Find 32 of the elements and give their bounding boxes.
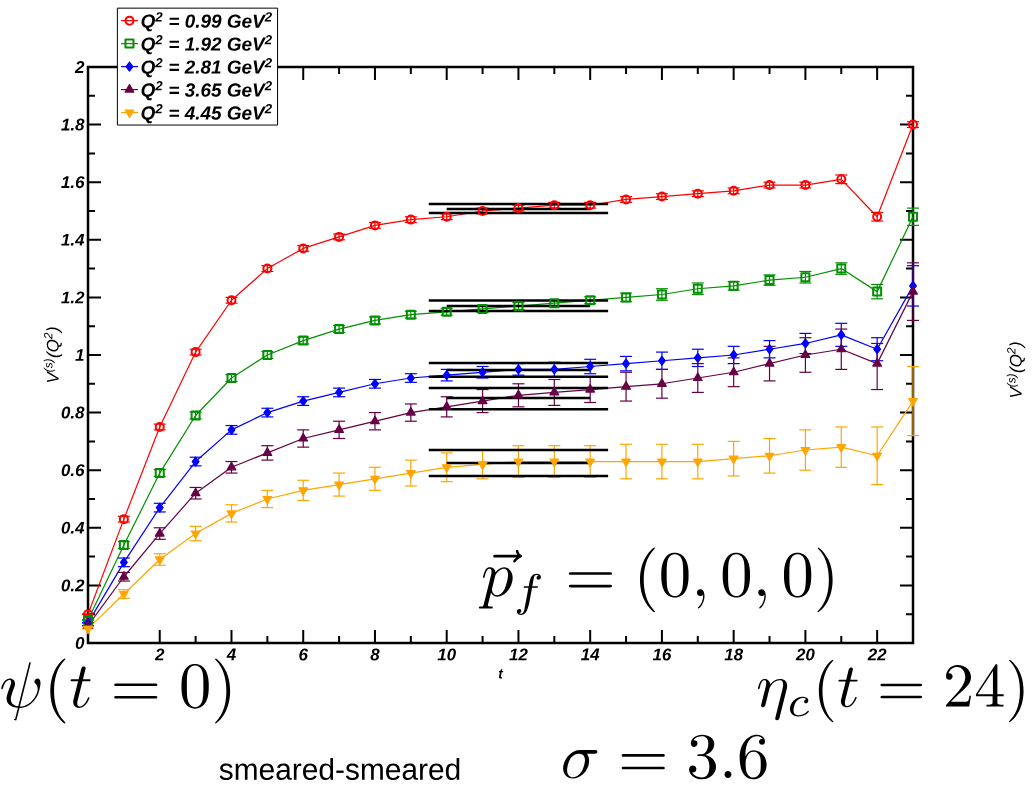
x-tick-label: 6 bbox=[299, 648, 309, 661]
text: $\sigma = 3.6$ bbox=[563, 734, 767, 780]
x-tick-label: 10 bbox=[437, 648, 456, 661]
legend-label: Q$^{2}$ = 2.81 GeV$^{2}$ bbox=[141, 58, 272, 78]
x-axis-title: t bbox=[498, 669, 504, 679]
legend-label: Q$^{2}$ = 3.65 GeV$^{2}$ bbox=[141, 81, 272, 101]
y-tick-label: 1 bbox=[75, 349, 84, 361]
y-tick-label: 0.4 bbox=[61, 521, 85, 534]
x-tick-label: 12 bbox=[509, 648, 528, 661]
y-tick-label: 1.4 bbox=[61, 233, 85, 246]
y-tick-label: 1.2 bbox=[61, 291, 85, 304]
text: $\eta_c(t=24)$ bbox=[757, 659, 1024, 723]
x-tick-label: 18 bbox=[724, 648, 744, 661]
legend-label: Q$^{2}$ = 0.99 GeV$^{2}$ bbox=[141, 12, 272, 32]
annotation: $\vec{p}_f = (0,0,0)$ bbox=[478, 547, 833, 616]
x-tick-label: 14 bbox=[581, 648, 600, 661]
x-tick-label: 16 bbox=[652, 648, 672, 661]
y-tick-label: 1.6 bbox=[61, 176, 85, 189]
legend-label: Q$^{2}$ = 4.45 GeV$^{2}$ bbox=[141, 104, 272, 124]
y-tick-label: 0.6 bbox=[61, 464, 85, 477]
y-tick-label: 1.8 bbox=[61, 118, 85, 131]
y-axis-title: V$^{(s)}$(Q$^{2}$) bbox=[43, 327, 63, 383]
y-tick-label: 0 bbox=[75, 636, 85, 649]
text: V$^{(s)}$(Q$^{2}$) bbox=[1006, 342, 1026, 398]
x-tick-label: 8 bbox=[370, 648, 380, 661]
x-tick-label: 22 bbox=[867, 648, 887, 661]
x-tick-label: 20 bbox=[795, 648, 815, 661]
y-tick-label: 0.2 bbox=[61, 579, 85, 592]
legend-label: Q$^{2}$ = 1.92 GeV$^{2}$ bbox=[141, 35, 272, 55]
y-tick-label: 2 bbox=[74, 61, 85, 73]
text: smeared-smeared bbox=[219, 758, 460, 780]
y-tick-label: 0.8 bbox=[61, 406, 85, 419]
